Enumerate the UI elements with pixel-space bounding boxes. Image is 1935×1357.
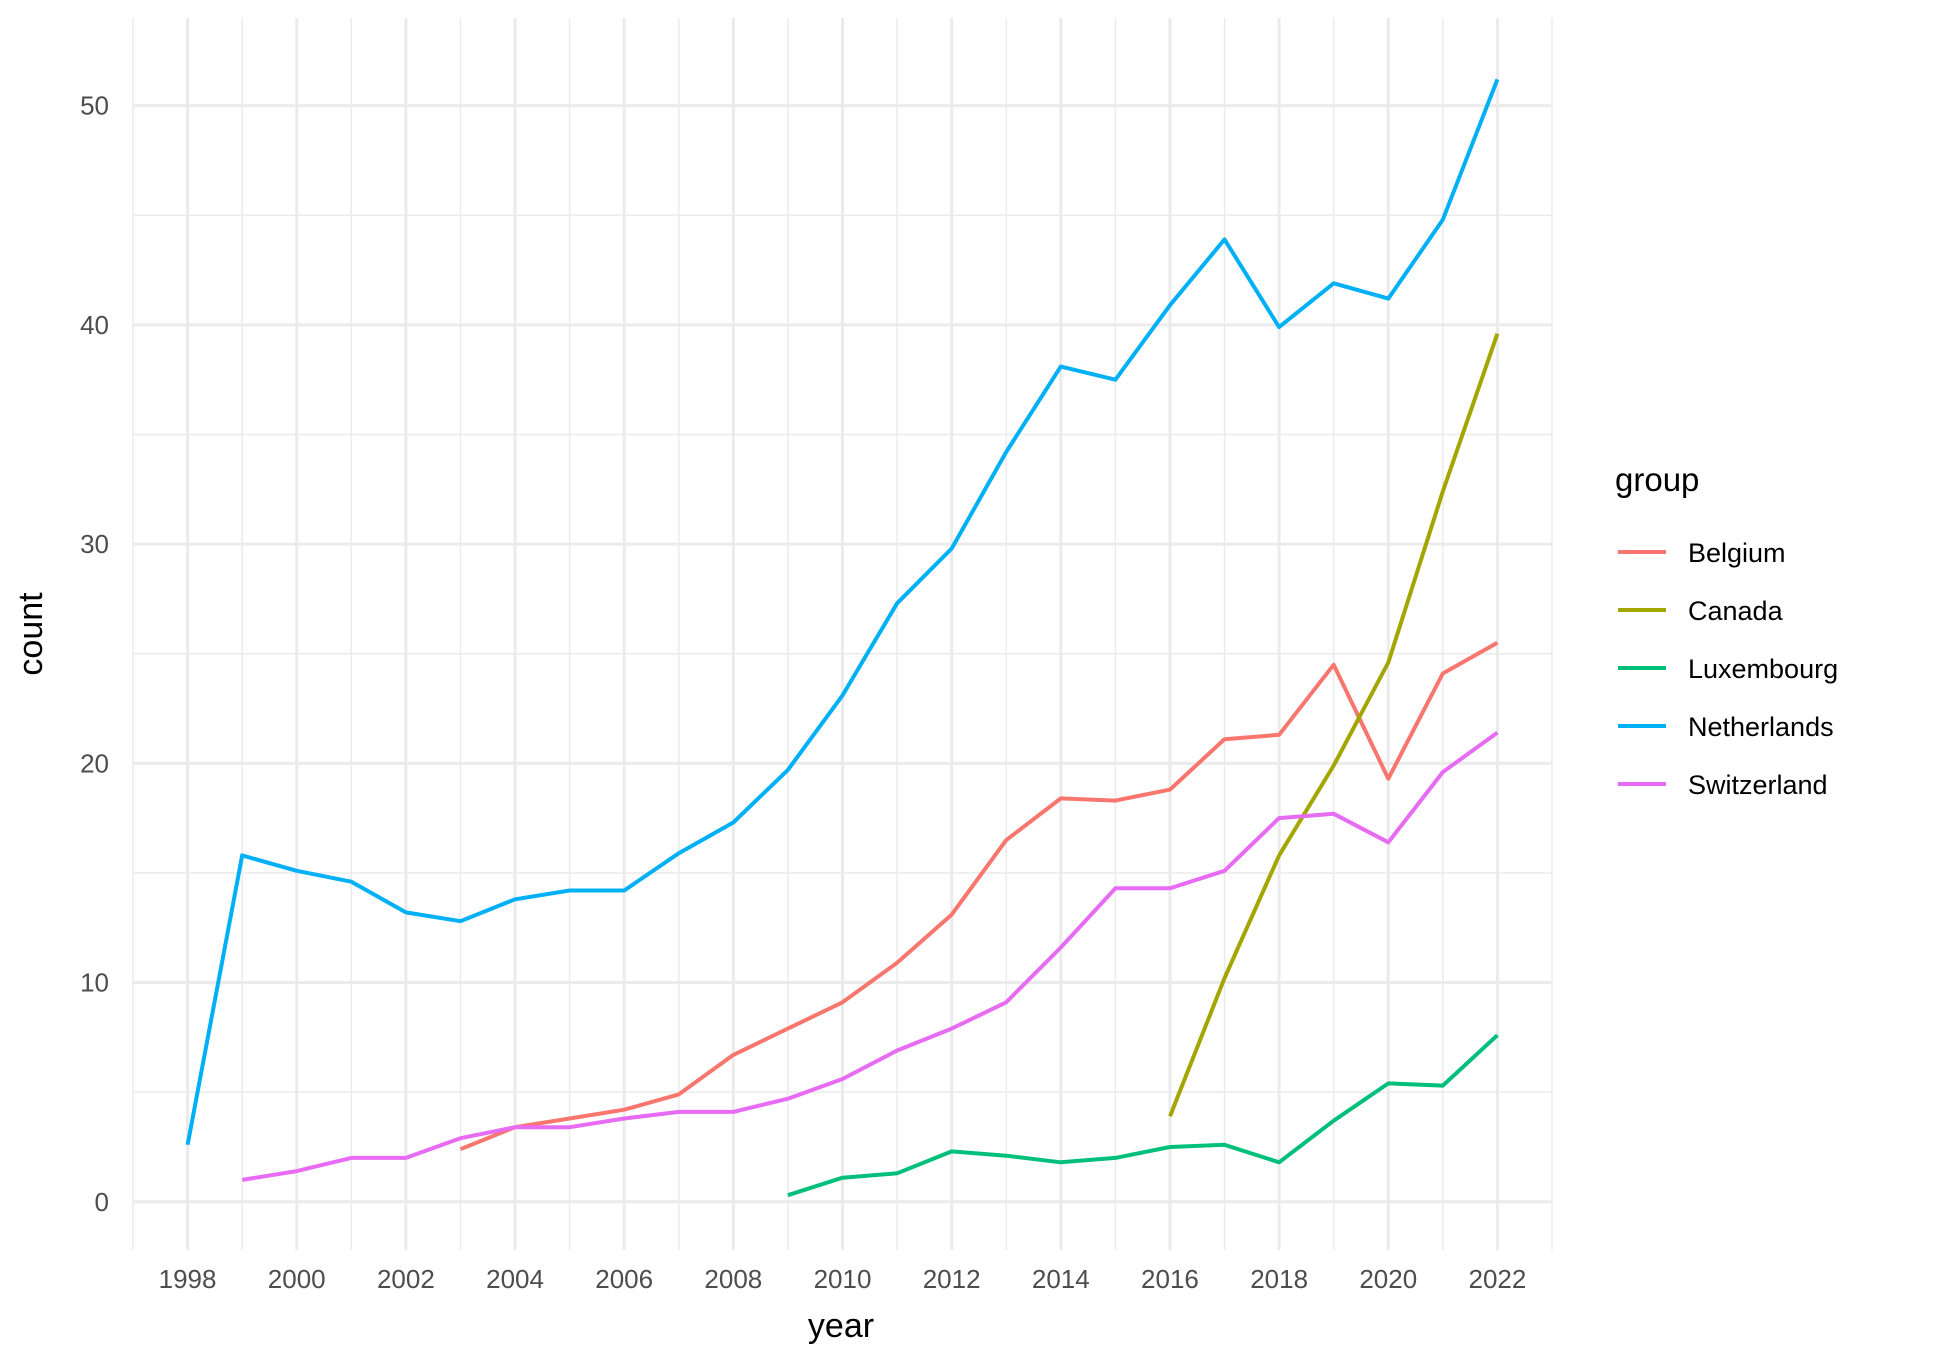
series-line-canada [1168, 333, 1500, 1118]
series-line-belgium [459, 641, 1499, 1152]
legend-item-luxembourg: Luxembourg [1618, 654, 1838, 684]
y-axis-title: count [12, 592, 50, 676]
x-tick-label: 1998 [159, 1264, 217, 1294]
legend-item-netherlands: Netherlands [1618, 712, 1834, 742]
x-tick-label: 2000 [268, 1264, 326, 1294]
y-tick-label: 0 [95, 1187, 109, 1217]
x-tick-label: 2008 [704, 1264, 762, 1294]
legend-item-belgium: Belgium [1618, 538, 1786, 568]
y-tick-label: 30 [80, 529, 109, 559]
series-line-switzerland [241, 730, 1499, 1182]
y-tick-label: 50 [80, 91, 109, 121]
x-tick-label: 2010 [814, 1264, 872, 1294]
y-tick-labels: 0 10 20 30 40 50 [80, 91, 109, 1217]
legend-label-belgium: Belgium [1688, 538, 1786, 568]
y-tick-label: 10 [80, 968, 109, 998]
legend-label-switzerland: Switzerland [1688, 770, 1828, 800]
x-tick-label: 2022 [1469, 1264, 1527, 1294]
x-tick-label: 2012 [923, 1264, 981, 1294]
x-tick-label: 2006 [595, 1264, 653, 1294]
series-line-netherlands [185, 78, 1500, 1146]
x-tick-label: 2018 [1250, 1264, 1308, 1294]
legend-item-switzerland: Switzerland [1618, 770, 1828, 800]
x-tick-label: 2016 [1141, 1264, 1199, 1294]
x-tick-label: 2020 [1359, 1264, 1417, 1294]
major-gridlines [133, 18, 1552, 1250]
x-tick-label: 2002 [377, 1264, 435, 1294]
legend-label-canada: Canada [1688, 596, 1784, 626]
x-tick-label: 2004 [486, 1264, 544, 1294]
legend: group Belgium Canada Luxembourg Netherlands… [1615, 461, 1838, 800]
legend-label-luxembourg: Luxembourg [1688, 654, 1838, 684]
series-line-luxembourg [787, 1033, 1499, 1198]
series-lines [185, 78, 1500, 1198]
legend-title: group [1615, 461, 1699, 498]
x-tick-label: 2014 [1032, 1264, 1090, 1294]
y-tick-label: 20 [80, 748, 109, 778]
x-tick-labels: 1998 2000 2002 2004 2006 2008 2010 2012 2014 2016… [159, 1264, 1527, 1294]
legend-item-canada: Canada [1618, 596, 1784, 626]
legend-label-netherlands: Netherlands [1688, 712, 1834, 742]
legend-items: Belgium Canada Luxembourg Netherlands Switze… [1618, 538, 1838, 800]
y-tick-label: 40 [80, 310, 109, 340]
x-axis-title: year [808, 1307, 874, 1345]
